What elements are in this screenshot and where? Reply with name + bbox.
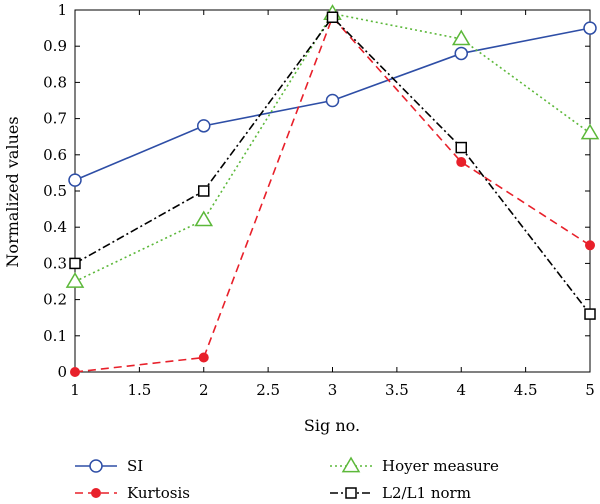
y-axis-title: Normalized values <box>3 116 22 267</box>
data-point <box>70 367 80 377</box>
data-point <box>197 119 211 133</box>
legend-label: Kurtosis <box>127 484 190 502</box>
data-point <box>68 173 82 187</box>
series-1 <box>70 12 595 377</box>
y-tick-label: 0.9 <box>43 37 67 55</box>
y-tick-label: 0 <box>57 363 67 381</box>
x-tick-label: 2.5 <box>256 381 280 399</box>
data-point <box>451 29 471 46</box>
x-tick-label: 3.5 <box>385 381 409 399</box>
x-tick-label: 1 <box>70 381 80 399</box>
data-point <box>455 141 467 154</box>
legend-marker <box>91 488 101 498</box>
y-tick-label: 1 <box>57 1 67 19</box>
y-tick-label: 0.3 <box>43 254 67 272</box>
series-0 <box>68 21 597 187</box>
series-2 <box>65 4 600 288</box>
data-point <box>69 257 81 270</box>
series-layer <box>65 4 600 377</box>
x-tick-label: 3 <box>328 381 338 399</box>
legend-item: Hoyer measure <box>330 456 499 475</box>
y-tick-label: 0.2 <box>43 291 67 309</box>
data-point <box>456 157 467 168</box>
y-tick-label: 0.4 <box>43 218 67 236</box>
series-3 <box>69 11 596 320</box>
data-point <box>454 46 468 61</box>
data-point <box>326 11 339 23</box>
x-tick-label: 1.5 <box>127 381 151 399</box>
plot-area <box>74 9 591 373</box>
legend-marker <box>89 459 103 473</box>
legend-item: SI <box>75 457 143 475</box>
legend-label: Hoyer measure <box>382 457 499 475</box>
axis-ticks: 1 1.5 2 2.5 3 3.5 4 4.5 5 0 0.1 0.2 0.3 0.4 0.5 0.6 0.7 0… <box>43 1 595 399</box>
data-point <box>584 308 596 320</box>
legend-marker <box>341 456 361 473</box>
y-tick-label: 0.1 <box>43 327 67 345</box>
series-line <box>74 15 591 373</box>
legend-label: L2/L1 norm <box>382 484 471 502</box>
data-point <box>585 240 595 251</box>
x-tick-label: 5 <box>585 381 595 399</box>
y-tick-label: 0.5 <box>43 182 67 200</box>
legend-item: L2/L1 norm <box>330 484 471 502</box>
data-point <box>198 185 210 197</box>
plot-frame <box>74 9 591 373</box>
y-tick-label: 0.6 <box>43 146 67 164</box>
data-point <box>580 123 600 140</box>
data-point <box>583 21 597 35</box>
data-point <box>325 93 340 108</box>
legend-label: SI <box>127 457 143 475</box>
x-tick-label: 4.5 <box>514 381 538 399</box>
legend-item: Kurtosis <box>75 484 190 502</box>
x-axis-title: Sig no. <box>304 416 360 435</box>
data-point <box>198 352 209 363</box>
y-tick-label: 0.8 <box>43 73 67 91</box>
legend: SI Kurtosis Hoyer measure L2/L1 norm <box>75 456 499 502</box>
series-line <box>74 16 591 315</box>
x-tick-label: 4 <box>456 381 466 399</box>
legend-marker <box>345 487 357 499</box>
y-tick-label: 0.7 <box>43 110 67 128</box>
data-point <box>65 272 85 288</box>
data-point <box>194 210 214 227</box>
x-tick-label: 2 <box>199 381 209 399</box>
